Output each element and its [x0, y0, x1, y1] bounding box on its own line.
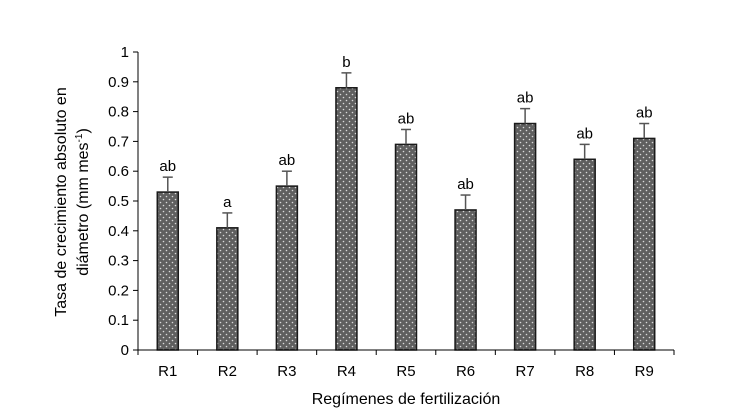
y-axis-ticks: 0 0.1 0.2 0.3 0.4 0.5 0.6 0.7 0.8 0.9 1 — [108, 44, 138, 359]
significance-letter-R9: ab — [636, 105, 653, 122]
x-axis-title: Regímenes de fertilización — [312, 391, 501, 408]
x-tick-label-R1: R1 — [158, 363, 177, 380]
significance-letter-R4: b — [342, 54, 350, 71]
y-tick-label: 1 — [121, 44, 129, 61]
bar-R7 — [513, 122, 537, 351]
significance-letter-R1: ab — [159, 158, 176, 175]
y-axis-title-line1: Tasa de crecimiento absoluto en — [53, 87, 70, 316]
bar-R2 — [216, 227, 239, 351]
y-tick-label: 0.3 — [108, 253, 129, 270]
y-tick-label: 0.4 — [108, 223, 129, 240]
y-tick-label: 0.1 — [108, 312, 129, 329]
bar-R1 — [156, 191, 180, 351]
significance-letter-R7: ab — [517, 90, 534, 107]
y-axis-title-line2: diámetro (mm mes-1) — [74, 128, 92, 276]
significance-letter-R3: ab — [279, 152, 296, 169]
y-tick-label: 0.5 — [108, 193, 129, 210]
y-axis-title: Tasa de crecimiento absoluto en diámetro… — [53, 87, 92, 316]
x-tick-label-R3: R3 — [277, 363, 296, 380]
y-tick-label: 0.9 — [108, 74, 129, 91]
x-tick-label-R6: R6 — [456, 363, 475, 380]
x-tick-label-R8: R8 — [575, 363, 594, 380]
x-tick-label-R2: R2 — [218, 363, 237, 380]
bar-R6 — [454, 209, 477, 351]
x-tick-label-R7: R7 — [516, 363, 535, 380]
bar-R9 — [632, 137, 656, 351]
y-axis-title-line2-close: ) — [75, 128, 92, 133]
x-tick-label-R9: R9 — [635, 363, 654, 380]
y-tick-label: 0.7 — [108, 133, 129, 150]
y-axis-title-line2-main: diámetro (mm mes — [75, 142, 92, 275]
x-tick-label-R5: R5 — [396, 363, 415, 380]
x-tick-label-R4: R4 — [337, 363, 356, 380]
significance-letters-group: ab a ab b ab ab ab ab ab — [159, 54, 652, 211]
y-tick-label: 0.6 — [108, 163, 129, 180]
significance-letter-R6: ab — [457, 176, 474, 193]
significance-letter-R5: ab — [398, 110, 415, 127]
error-bars-group — [162, 72, 650, 228]
y-tick-label: 0 — [121, 342, 129, 359]
bar-R4 — [335, 87, 358, 351]
y-tick-label: 0.2 — [108, 282, 129, 299]
y-tick-label: 0.8 — [108, 104, 129, 121]
bar-R3 — [275, 185, 299, 351]
significance-letter-R2: a — [223, 194, 232, 211]
significance-letter-R8: ab — [576, 125, 593, 142]
bar-R5 — [394, 143, 418, 351]
y-axis-title-unit-exponent: -1 — [74, 133, 85, 142]
bar-R8 — [573, 158, 596, 351]
x-axis-ticks: R1 R2 R3 R4 R5 R6 R7 R8 R9 — [137, 350, 675, 380]
